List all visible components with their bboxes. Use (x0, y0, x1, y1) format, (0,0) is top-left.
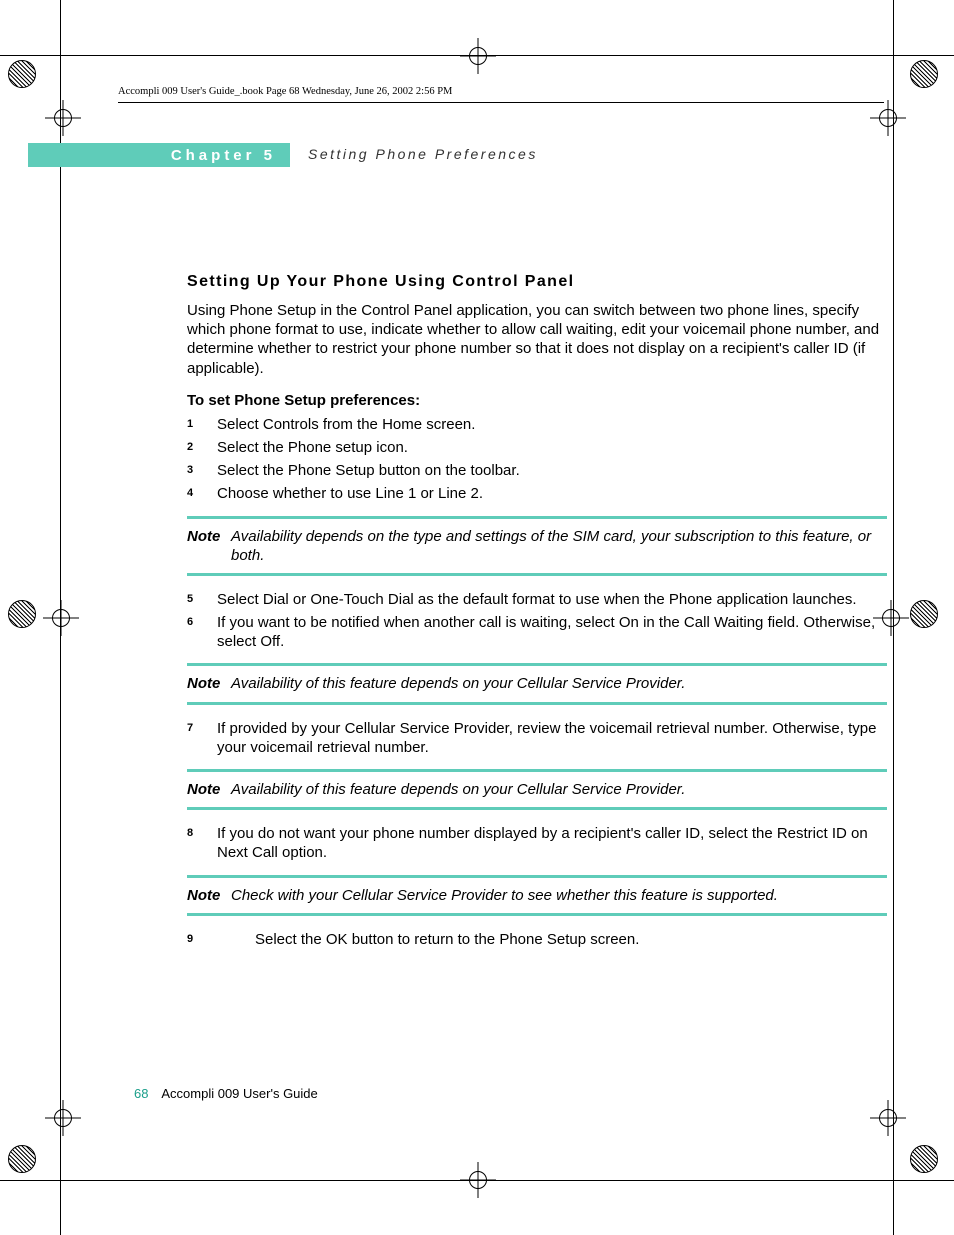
step-text: Select the Phone setup icon. (217, 438, 887, 457)
step-row: 1 Select Controls from the Home screen. (187, 415, 887, 434)
note-rule (187, 913, 887, 916)
regmark-cross-icon (460, 1162, 520, 1222)
step-text: If provided by your Cellular Service Pro… (217, 719, 887, 757)
step-row: 7 If provided by your Cellular Service P… (187, 719, 887, 757)
note-rule (187, 573, 887, 576)
note-text: Availability depends on the type and set… (231, 527, 887, 565)
note-rule (187, 663, 887, 666)
step-row: 2 Select the Phone setup icon. (187, 438, 887, 457)
step-text: Select the Phone Setup button on the too… (217, 461, 887, 480)
note-text: Availability of this feature depends on … (231, 674, 887, 693)
note-rule (187, 769, 887, 772)
note-label: Note (187, 674, 231, 693)
note-text: Check with your Cellular Service Provide… (231, 886, 887, 905)
content-area: Setting Up Your Phone Using Control Pane… (187, 273, 887, 953)
section-subheading: To set Phone Setup preferences: (187, 392, 887, 409)
step-row: 9 Select the OK button to return to the … (187, 930, 887, 949)
step-text: If you do not want your phone number dis… (217, 824, 887, 862)
step-number: 8 (187, 824, 217, 862)
step-row: 8 If you do not want your phone number d… (187, 824, 887, 862)
page-number: 68 (134, 1086, 148, 1101)
section-intro: Using Phone Setup in the Control Panel a… (187, 301, 887, 378)
note-rule (187, 516, 887, 519)
step-number: 9 (187, 930, 255, 949)
step-text: Choose whether to use Line 1 or Line 2. (217, 484, 887, 503)
header-rule (118, 102, 884, 103)
step-text: Select Controls from the Home screen. (217, 415, 887, 434)
note-text: Availability of this feature depends on … (231, 780, 887, 799)
regmark-cross-icon (460, 38, 520, 98)
step-row: 4 Choose whether to use Line 1 or Line 2… (187, 484, 887, 503)
running-header: Accompli 009 User's Guide_.book Page 68 … (118, 86, 452, 97)
step-number: 7 (187, 719, 217, 757)
step-number: 2 (187, 438, 217, 457)
note-label: Note (187, 527, 231, 565)
note-rule (187, 875, 887, 878)
note-rule (187, 702, 887, 705)
step-text: If you want to be notified when another … (217, 613, 887, 651)
regmark-cross-icon (45, 1100, 105, 1160)
section-heading: Setting Up Your Phone Using Control Pane… (187, 273, 887, 291)
chapter-label: Chapter 5 (28, 143, 290, 167)
note-label: Note (187, 886, 231, 905)
step-number: 6 (187, 613, 217, 651)
note-block: Note Availability of this feature depend… (187, 663, 887, 704)
step-text: Select Dial or One-Touch Dial as the def… (217, 590, 887, 609)
step-number: 1 (187, 415, 217, 434)
note-block: Note Availability of this feature depend… (187, 769, 887, 810)
note-block: Note Check with your Cellular Service Pr… (187, 875, 887, 916)
chapter-title: Setting Phone Preferences (308, 146, 538, 162)
note-label: Note (187, 780, 231, 799)
step-row: 6 If you want to be notified when anothe… (187, 613, 887, 651)
step-row: 3 Select the Phone Setup button on the t… (187, 461, 887, 480)
regmark-cross-icon (870, 1100, 930, 1160)
step-number: 3 (187, 461, 217, 480)
step-text: Select the OK button to return to the Ph… (255, 930, 887, 949)
step-number: 5 (187, 590, 217, 609)
regmark-cross-icon (43, 600, 103, 660)
step-number: 4 (187, 484, 217, 503)
note-block: Note Availability depends on the type an… (187, 516, 887, 576)
page-footer: 68 Accompli 009 User's Guide (134, 1086, 318, 1101)
note-rule (187, 807, 887, 810)
book-title: Accompli 009 User's Guide (161, 1086, 317, 1101)
step-row: 5 Select Dial or One-Touch Dial as the d… (187, 590, 887, 609)
regmark-cross-icon (870, 100, 930, 160)
